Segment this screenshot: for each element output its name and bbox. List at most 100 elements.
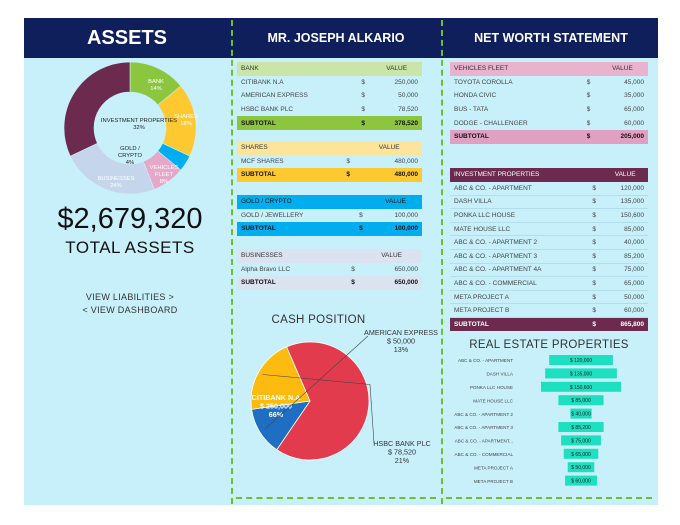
row-currency: $	[592, 280, 596, 288]
funnel-value-label: $ 85,200	[571, 425, 591, 431]
subtotal-currency: $	[346, 171, 351, 179]
subtotal-currency: $	[592, 321, 596, 329]
row-name: HONDA CIVIC	[454, 92, 497, 100]
row-currency: $	[592, 198, 596, 206]
row-name: ABC & CO. - APARTMENT	[454, 184, 532, 192]
funnel-value-label: $ 60,000	[571, 479, 591, 485]
column-divider-right	[441, 20, 443, 504]
vehicles-fleet-table-header: VEHICLES FLEET VALUE	[450, 62, 648, 76]
view-liabilities-link[interactable]: VIEW LIABILITIES >	[85, 292, 175, 302]
cash-label-hsbc-bank-plc: HSBC BANK PLC $ 78,520 21%	[373, 439, 431, 465]
funnel-value-label: $ 150,600	[570, 385, 592, 391]
table-row: BUS - TATA $65,000	[450, 103, 648, 117]
cash-slice-citibank-n-a	[276, 341, 370, 461]
row-value: 60,000	[624, 307, 644, 315]
column-header-spacer	[342, 141, 356, 155]
bank-table-header: BANK VALUE	[237, 62, 422, 76]
column-divider-left	[231, 20, 233, 504]
table-row: MATE HOUSE LLC $85,000	[450, 222, 648, 236]
cash-position-title: CASH POSITION	[271, 314, 366, 326]
column-header-value: VALUE	[386, 65, 408, 73]
bottom-rule-middle	[236, 497, 436, 499]
funnel-value-label: $ 75,000	[571, 438, 591, 444]
row-value: 85,200	[624, 252, 644, 260]
column-header-name: BUSINESSES	[241, 252, 283, 260]
row-value: 75,000	[624, 266, 644, 274]
funnel-bar	[567, 462, 595, 473]
row-currency: $	[592, 239, 596, 247]
businesses-table-subtotal: SUBTOTAL $650,000	[237, 276, 422, 290]
row-value: 85,000	[624, 225, 644, 233]
funnel-category-label: ABC & CO. - APARTMENT...	[455, 439, 513, 444]
funnel-category-label: ABC & CO. - APARTMENT	[458, 358, 513, 363]
table-row: ABC & CO. - COMMERCIAL $65,000	[450, 277, 648, 291]
column-header-spacer	[583, 62, 597, 76]
view-dashboard-link[interactable]: < VIEW DASHBOARD	[82, 305, 178, 315]
row-name: CITIBANK N.A	[241, 78, 284, 86]
owner-name-title: MR. JOSEPH ALKARIO	[267, 31, 405, 45]
funnel-value-label: $ 85,000	[571, 398, 591, 404]
row-currency: $	[592, 266, 596, 274]
gold-crypto-table-header: GOLD / CRYPTO VALUE	[237, 195, 422, 209]
cash-slice-hsbc-bank-plc	[250, 346, 311, 410]
column-header-value: VALUE	[614, 171, 636, 179]
subtotal-value: 205,000	[620, 133, 645, 141]
investment-properties-table-header: INVESTMENT PROPERTIES VALUE	[450, 168, 648, 182]
table-row: HSBC BANK PLC $78,520	[237, 103, 422, 117]
row-currency: $	[592, 252, 596, 260]
row-value: 100,000	[394, 211, 419, 219]
column-header-name: BANK	[241, 65, 259, 73]
row-currency: $	[592, 184, 596, 192]
donut-label-gold-crypto: GOLD / CRYPTO 4%	[118, 146, 142, 166]
shares-table-header: SHARES VALUE	[237, 141, 422, 155]
assets-donut-chart: BANK 14% SHARES 18% GOLD / CRYPTO 4% VEHICLES FL…	[63, 61, 198, 195]
cash-leader-hsbc-bank-plc	[262, 374, 375, 444]
column-header-name: SHARES	[241, 144, 268, 152]
row-currency: $	[592, 293, 596, 301]
investment-properties-table: INVESTMENT PROPERTIES VALUE ABC & CO. - AP…	[450, 168, 648, 332]
real-estate-funnel-chart: ABC & CO. - APARTMENT $ 120,000 DASH VILLA…	[454, 355, 621, 486]
table-row: DASH VILLA $135,000	[450, 195, 648, 209]
subtotal-label: SUBTOTAL	[454, 321, 489, 329]
cash-label-american-express: AMERICAN EXPRESS $ 50,000 13%	[364, 328, 438, 354]
row-value: 480,000	[394, 157, 419, 165]
row-name: META PROJECT B	[454, 307, 510, 315]
subtotal-value: 650,000	[394, 279, 419, 287]
row-name: AMERICAN EXPRESS	[241, 92, 308, 100]
row-name: BUS - TATA	[454, 106, 489, 114]
row-value: 135,000	[620, 198, 645, 206]
row-currency: $	[586, 119, 591, 127]
gold-crypto-table: GOLD / CRYPTO VALUE GOLD / JEWELLERY $100,0…	[237, 195, 422, 236]
row-name: GOLD / JEWELLERY	[241, 211, 304, 219]
cash-label-citibank-n-a: CITIBANK N.A $ 250,000 66%	[252, 393, 301, 419]
row-currency: $	[586, 92, 591, 100]
bank-table-subtotal: SUBTOTAL $378,520	[237, 116, 422, 130]
businesses-table-header: BUSINESSES VALUE	[237, 249, 422, 263]
funnel-category-label: META PROJECT B	[474, 479, 513, 484]
shares-table-subtotal: SUBTOTAL $480,000	[237, 168, 422, 182]
row-value: 40,000	[624, 239, 644, 247]
subtotal-label: SUBTOTAL	[241, 171, 276, 179]
investment-properties-table-subtotal: SUBTOTAL $865,800	[450, 317, 648, 332]
row-currency: $	[361, 106, 365, 114]
row-currency: $	[592, 307, 596, 315]
row-name: ABC & CO. - APARTMENT 3	[454, 252, 538, 260]
row-name: MCF SHARES	[241, 157, 284, 165]
funnel-category-label: PONKA LLC HOUSE	[470, 385, 513, 390]
row-name: TOYOTA COROLLA	[454, 78, 513, 86]
donut-label-vehicles-fleet: VEHICLES FLEET 8%	[150, 165, 179, 185]
row-value: 50,000	[624, 293, 644, 301]
table-row: MCF SHARES $480,000	[237, 155, 422, 169]
funnel-bar	[561, 435, 601, 446]
donut-slice-investment-properties	[63, 61, 131, 157]
row-name: PONKA LLC HOUSE	[454, 212, 516, 220]
funnel-value-label: $ 65,000	[571, 452, 591, 458]
header-bar	[24, 18, 658, 58]
table-row: ABC & CO. - APARTMENT $120,000	[450, 182, 648, 196]
funnel-value-label: $ 120,000	[570, 358, 592, 364]
table-row: CITIBANK N.A $250,000	[237, 76, 422, 90]
donut-label-businesses: BUSINESSES 24%	[97, 176, 134, 189]
table-row: ABC & CO. - APARTMENT 4A $75,000	[450, 263, 648, 277]
table-row: ABC & CO. - APARTMENT 2 $40,000	[450, 236, 648, 250]
funnel-bar	[570, 408, 592, 419]
